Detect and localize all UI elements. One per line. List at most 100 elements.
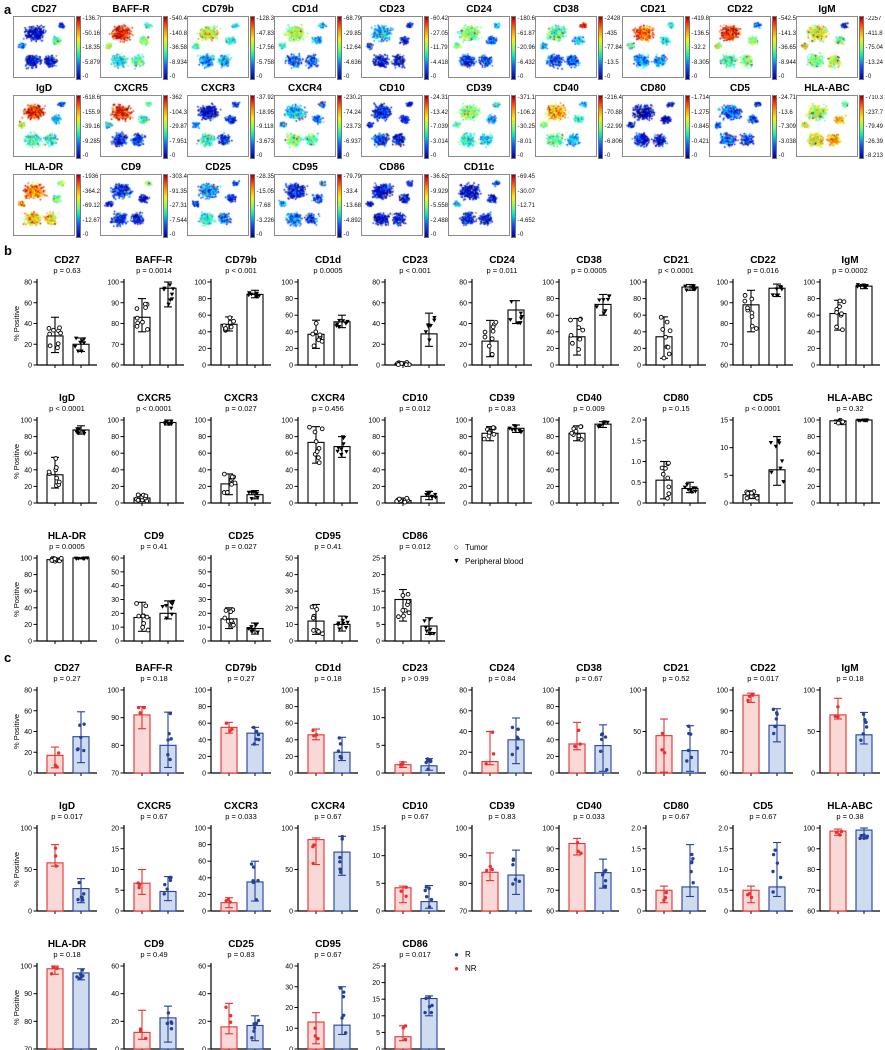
colorbar-tick-label: 79.79 — [343, 174, 361, 180]
tumor-point — [659, 465, 665, 471]
chart-title: CD86 — [402, 939, 428, 950]
tumor-point — [144, 614, 150, 620]
blood-point — [341, 436, 346, 441]
blood-point — [508, 318, 513, 322]
legend-item: ▼ Peripheral blood — [452, 555, 523, 569]
tumor-point — [666, 491, 672, 497]
chart-title: CD9 — [144, 939, 164, 950]
y-tick-label: 40 — [198, 875, 206, 882]
r-point — [77, 976, 82, 981]
r-point — [256, 878, 260, 883]
tumor-point — [141, 621, 146, 626]
r-point — [341, 1013, 346, 1017]
panel-c-cell-CXCR4: CXCR4 p = 0.67 0 50 100 — [274, 798, 361, 931]
y-tick-label: 40 — [459, 321, 467, 328]
tumor-point — [317, 332, 323, 338]
tsne-plot-CD95 — [274, 174, 336, 236]
colorbar-tick-label: 6.937 — [343, 139, 361, 145]
tumor-point — [319, 426, 325, 432]
blood-point — [249, 490, 254, 495]
tumor-point — [577, 317, 583, 322]
y-tick-label: 50 — [285, 556, 293, 563]
r-point — [427, 995, 432, 1000]
tumor-point — [745, 305, 750, 311]
tsne-plot-CD22 — [709, 16, 771, 78]
r-point — [166, 753, 170, 757]
r-point — [82, 892, 86, 896]
blood-point — [693, 486, 698, 491]
y-tick-label: 20 — [372, 980, 380, 987]
tsne-cell-CD21: CD21 419.8 136.5 32.2 8.305 0 — [622, 4, 709, 80]
tsne-plot-row: 362 104.3 29.87 7.951 0 — [100, 95, 187, 159]
nr-point — [401, 1026, 406, 1030]
colorbar-tick-label: 60.42 — [430, 16, 448, 22]
tumor-point — [580, 327, 586, 333]
p-value-label: p = 0.011 — [487, 266, 518, 275]
nr-point — [579, 851, 583, 855]
r-point — [163, 882, 167, 887]
tsne-plot-CD23 — [361, 16, 423, 78]
y-axis-label: % Positive — [13, 990, 21, 1025]
colorbar-CD80 — [685, 95, 691, 159]
tsne-cell-CD95: CD95 79.79 33.4 13.68 4.892 0 — [274, 162, 361, 238]
nr-point — [224, 899, 228, 903]
tumor-point — [666, 460, 671, 466]
colorbar-ticks: 36.62 9.929 5.558 2.488 0 — [430, 174, 448, 238]
y-tick-label: 80 — [111, 321, 119, 328]
y-tick-label: 100 — [194, 826, 206, 833]
y-tick-label: 20 — [546, 754, 554, 761]
y-tick-label: 60 — [285, 451, 293, 458]
nr-point — [747, 694, 752, 698]
colorbar-tick-label: 29.87 — [169, 124, 187, 130]
r-point — [605, 768, 609, 772]
r-point — [165, 887, 169, 891]
tsne-cell-CD79b: CD79b 128.3 47.83 17.56 5.758 0 — [187, 4, 274, 80]
tumor-point — [665, 344, 671, 350]
y-tick-label: 50 — [198, 569, 206, 576]
colorbar-tick-label: 13.42 — [430, 110, 448, 116]
r-point — [687, 731, 691, 736]
panel-b-cell-BAFF-R: BAFF-R p = 0.0014 60 70 80 90 100 — [100, 252, 187, 385]
tsne-plot-row: 69.45 30.07 12.71 4.652 0 — [448, 174, 535, 238]
y-tick-label: 2.0 — [631, 826, 641, 833]
nr-point — [401, 760, 405, 765]
tumor-point — [55, 341, 61, 347]
colorbar-tick-label: 136.7 — [82, 16, 100, 22]
panel-c-cell-IgM: IgM p = 0.18 0 50 100 — [796, 660, 883, 793]
r-point — [603, 879, 608, 883]
y-tick-label: 25 — [372, 964, 380, 971]
panel-c-cell-CD95: CD95 p = 0.67 0 10 20 30 40 — [274, 936, 361, 1050]
tumor-point — [313, 320, 319, 326]
y-tick-label: 0 — [637, 501, 641, 508]
r-point — [427, 905, 432, 909]
tsne-cell-CD80: CD80 1.714 1.275 0.845 0.421 0 — [622, 83, 709, 159]
tumor-point — [490, 425, 496, 430]
nr-point — [312, 734, 316, 738]
y-tick-label: 40 — [111, 583, 119, 590]
colorbar-tick-label: 5.558 — [430, 203, 448, 209]
tumor-point — [58, 556, 64, 561]
chart-title: CD27 — [54, 255, 80, 266]
y-tick-label: 100 — [803, 280, 815, 287]
r-point — [516, 727, 520, 731]
tsne-plot-row: 2257 411.8 75.04 13.24 0 — [796, 16, 883, 80]
y-tick-label: 70 — [111, 771, 119, 778]
y-tick-label: 100 — [803, 688, 815, 695]
tsne-plot-row: 180.6 61.87 20.96 6.432 0 — [448, 16, 535, 80]
y-tick-label: 0 — [463, 771, 467, 778]
y-tick-label: 80 — [24, 688, 32, 695]
colorbar-tick-label: 24.31 — [430, 95, 448, 101]
y-tick-label: 60 — [111, 556, 119, 563]
tsne-marker-title: CD95 — [292, 162, 318, 173]
panel-c-cell-CD25: CD25 p = 0.83 0 20 40 60 — [187, 936, 274, 1050]
tsne-plot-row: 230.2 74.24 23.73 6.937 0 — [274, 95, 361, 159]
colorbar-tick-label: 7.039 — [430, 124, 448, 130]
panel-b-cell-CD38: CD38 p = 0.0005 0 20 40 60 80 100 — [535, 252, 622, 385]
y-tick-label: 40 — [807, 329, 815, 336]
chart-title: CD9 — [144, 531, 164, 542]
y-tick-label: 60 — [111, 451, 119, 458]
